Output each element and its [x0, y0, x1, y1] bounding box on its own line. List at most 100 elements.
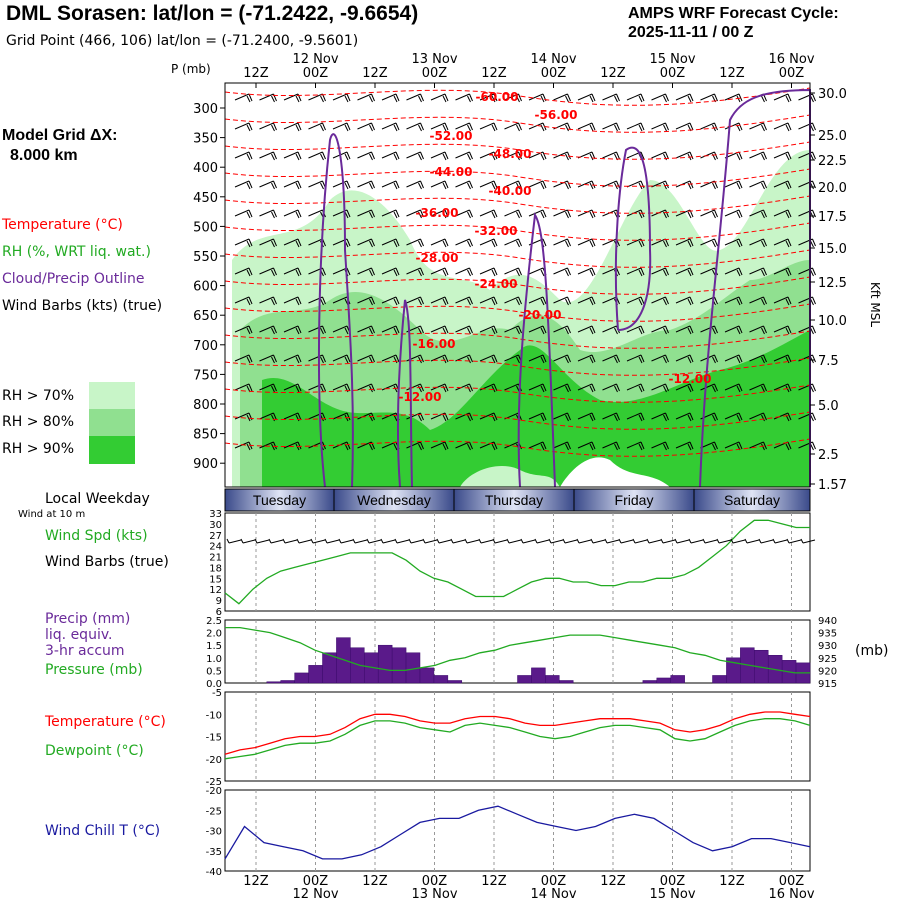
- wind-barb: [406, 383, 424, 393]
- xs-frame: [224, 82, 811, 488]
- wind-barb: [357, 325, 375, 335]
- wind-barb: [406, 441, 424, 451]
- wind-chill-line: [224, 805, 811, 860]
- wind-barb: [234, 180, 253, 190]
- wind-barb: [724, 267, 743, 277]
- bottom-date-label: 12 Nov: [292, 887, 338, 900]
- wind-ytick: 21: [209, 553, 222, 564]
- pressure-tick: 400: [193, 161, 218, 176]
- wind-barb: [553, 296, 571, 306]
- wind-barb: [283, 412, 302, 422]
- kft-tick: 17.5: [818, 210, 847, 225]
- pressure-tick: 700: [193, 339, 218, 354]
- wind-barb: [651, 93, 669, 103]
- rh-shading-4: [460, 466, 560, 487]
- top-time-tick: 12Z: [362, 66, 388, 81]
- bottom-date-label: 16 Nov: [768, 887, 814, 900]
- surface-wind-barb: [744, 538, 760, 544]
- wind-barb: [234, 151, 253, 161]
- kft-tick: 15.0: [818, 242, 847, 257]
- wind-barb: [675, 383, 694, 393]
- isotherm: [224, 87, 811, 106]
- wind-barb: [577, 122, 596, 132]
- surface-wind-barb: [464, 538, 480, 544]
- bottom-time-tick: 00Z: [660, 874, 686, 889]
- wind-chill-label: Wind Chill T (°C): [45, 823, 161, 839]
- wind-barb: [479, 267, 498, 277]
- isotherm: [224, 141, 811, 160]
- precip-bar: [419, 667, 435, 684]
- wind-barb: [357, 122, 375, 132]
- wind-barb: [749, 238, 767, 248]
- pressure-label: Pressure (mb): [45, 662, 143, 678]
- wind-barb: [773, 325, 792, 335]
- wind-barb: [406, 238, 424, 248]
- wind-barb: [749, 412, 767, 422]
- wind-barb: [749, 122, 767, 132]
- pressure-tick: 300: [193, 102, 218, 117]
- wind-barb: [479, 180, 498, 190]
- weekday-label: Tuesday: [253, 492, 306, 508]
- surface-wind-barb: [422, 538, 438, 544]
- surface-wind-barb: [688, 538, 704, 544]
- wind-ytick: 24: [209, 542, 222, 553]
- wind-barb: [724, 354, 743, 364]
- wind-ytick: 27: [209, 531, 222, 542]
- top-time-tick: 12Z: [243, 66, 269, 81]
- wind-barb: [406, 93, 424, 103]
- isotherm: [224, 114, 811, 133]
- surface-wind-barb: [562, 538, 578, 544]
- wind-barb: [724, 209, 743, 219]
- wind-barb: [479, 209, 498, 219]
- cloud-outlines: [317, 88, 811, 488]
- wind-barb: [430, 180, 449, 190]
- top-time-tick: 12Z: [481, 66, 507, 81]
- rh-shading-3: [560, 457, 670, 487]
- legend-wind-barbs: Wind Barbs (kts) (true): [2, 298, 163, 314]
- wind-barb: [381, 180, 400, 190]
- surface-wind-barb: [604, 538, 620, 544]
- isotherm: [224, 330, 811, 349]
- precip-bar: [377, 644, 393, 684]
- wind-barb: [602, 383, 620, 393]
- wind-barb: [675, 267, 694, 277]
- wind-barb: [430, 296, 449, 306]
- isotherm: [224, 303, 811, 322]
- temp-ytick: -5: [212, 688, 222, 699]
- wind-barb: [455, 267, 473, 277]
- wind-barb: [430, 209, 449, 219]
- wind-barb: [455, 180, 473, 190]
- wind-barb: [479, 122, 498, 132]
- wind-barb: [234, 238, 253, 248]
- wind-barb: [259, 122, 277, 132]
- right-axis-label: Kft MSL: [868, 282, 882, 328]
- wind-barb: [283, 267, 302, 277]
- wind-barb: [626, 325, 645, 335]
- wind-barb: [234, 354, 253, 364]
- wind-barb: [259, 180, 277, 190]
- precip-liq-label: liq. equiv.: [45, 627, 113, 643]
- temperature-panel: -5 -10 -15 -20 -25: [206, 688, 811, 788]
- wind-barb: [553, 412, 571, 422]
- chill-ytick: -20: [206, 786, 222, 797]
- wind-barb: [626, 383, 645, 393]
- wind-barb: [381, 354, 400, 364]
- wind-barb: [283, 383, 302, 393]
- wind-barb: [528, 441, 547, 451]
- surface-wind-barb: [268, 538, 284, 544]
- wind-barb: [234, 209, 253, 219]
- wind-barb: [700, 325, 718, 335]
- wind-barb: [332, 122, 351, 132]
- chill-ytick: -40: [206, 867, 222, 878]
- isotherm: [224, 411, 811, 430]
- surface-wind-barb: [352, 538, 368, 544]
- wind-barb: [283, 238, 302, 248]
- wind-barb: [406, 151, 424, 161]
- wind-barb: [406, 180, 424, 190]
- wind-speed-label: Wind Spd (kts): [45, 528, 148, 544]
- temp-contour-label: -12.00: [399, 390, 442, 404]
- wind-barb: [773, 296, 792, 306]
- wind-barb: [504, 151, 522, 161]
- weekday-cell: [693, 488, 811, 512]
- temp-contour-label: -52.00: [430, 129, 473, 143]
